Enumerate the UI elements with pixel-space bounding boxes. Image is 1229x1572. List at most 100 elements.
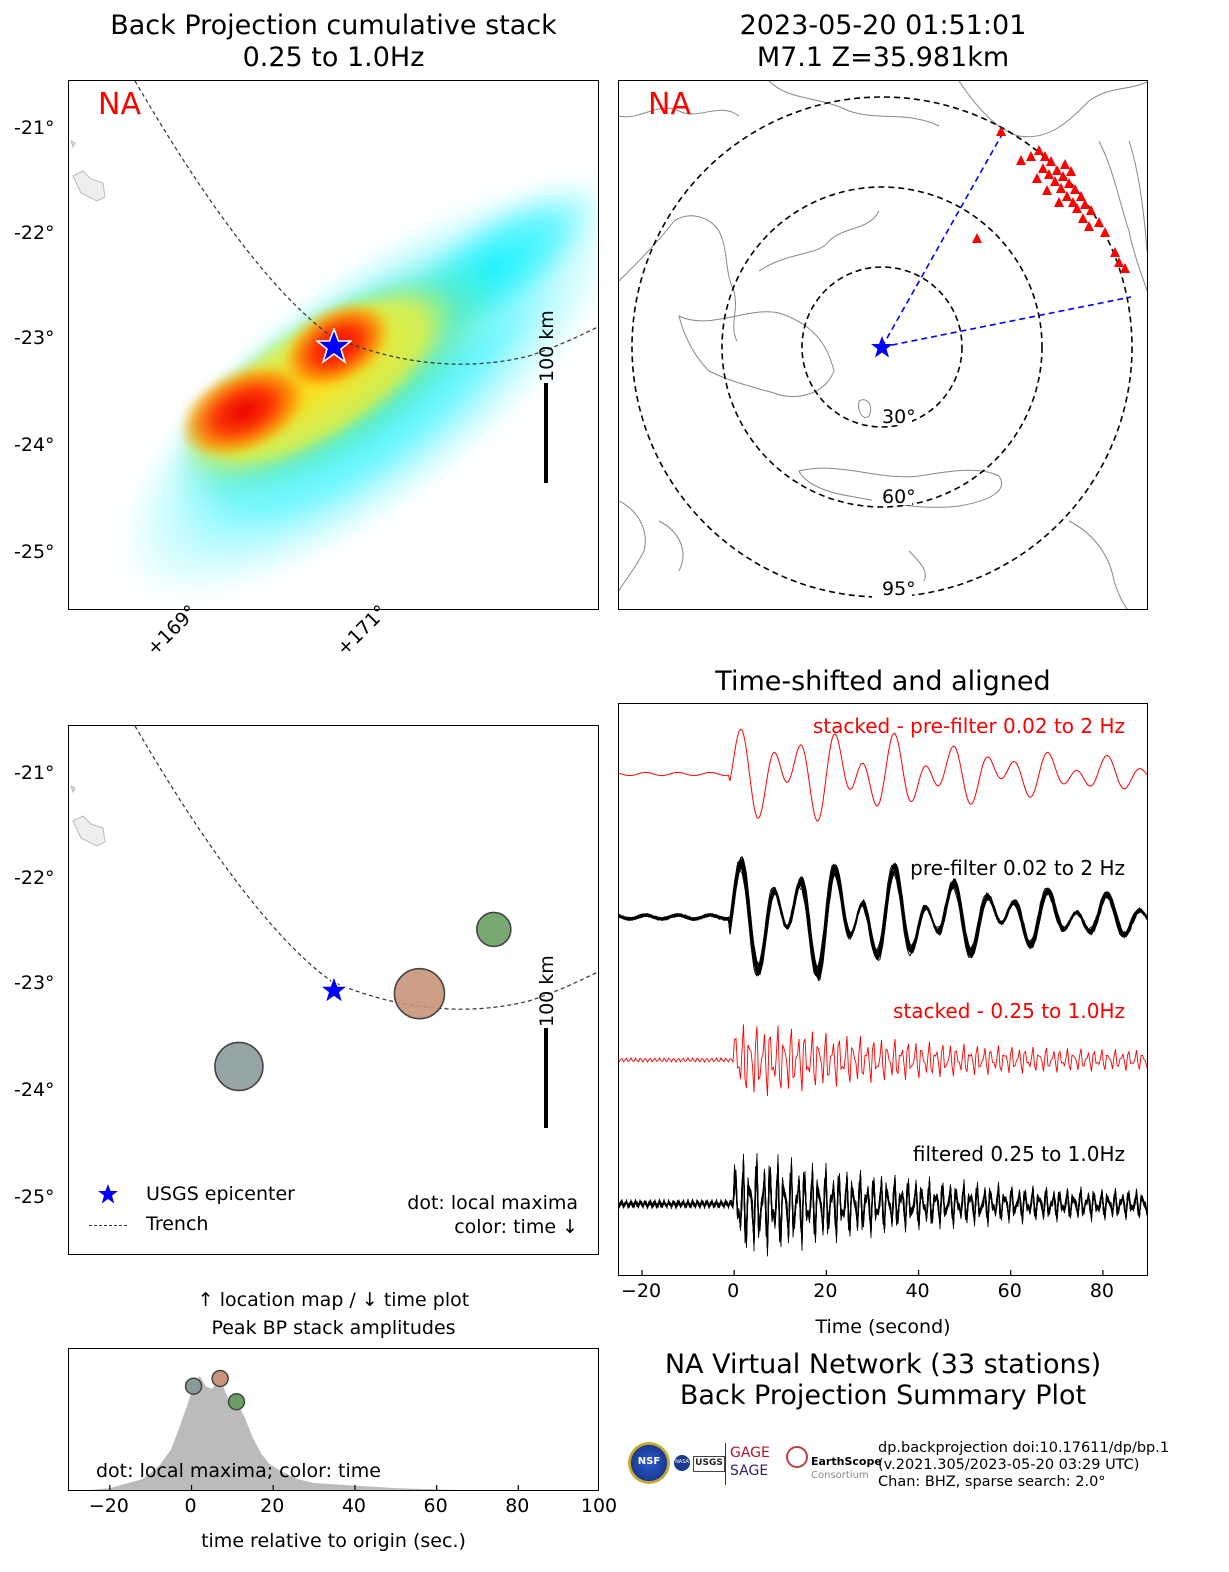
trace-label-filtered: filtered 0.25 to 1.0Hz bbox=[912, 1142, 1125, 1166]
filtered-trace bbox=[619, 1156, 1147, 1252]
ring-label-bg-30 bbox=[872, 403, 912, 425]
credit-line3: Chan: BHZ, sparse search: 2.0° bbox=[878, 1474, 1106, 1490]
island-dot-2 bbox=[70, 785, 76, 794]
legend-trench-label: Trench bbox=[146, 1213, 209, 1235]
waveforms-panel: stacked - pre-filter 0.02 to 2 Hz pre-fi… bbox=[618, 703, 1148, 1276]
bp-stack-title-line1: Back Projection cumulative stack bbox=[110, 10, 557, 41]
x-tick-label: 40 bbox=[905, 1280, 930, 1302]
waveforms-xlabel: Time (second) bbox=[815, 1316, 951, 1338]
trace-prefilter-bundle bbox=[619, 855, 1147, 982]
ring-label-60: 60° bbox=[882, 486, 916, 508]
summary-title-line2: Back Projection Summary Plot bbox=[679, 1380, 1087, 1411]
peak-amp-area bbox=[89, 1375, 456, 1490]
prefilter-trace bbox=[619, 856, 1147, 981]
x-tick-label: 20 bbox=[813, 1280, 838, 1302]
stacked-filtered-line bbox=[619, 1024, 1147, 1097]
legend-trench-swatch bbox=[89, 1225, 127, 1226]
x-tick-label: 40 bbox=[341, 1495, 367, 1517]
maxima-note-line1: dot: local maxima bbox=[407, 1192, 578, 1214]
station-map-panel: NA 30° 60° 95° bbox=[618, 80, 1148, 610]
peak-maximum-dot bbox=[227, 1392, 246, 1411]
consortium-logo: Consortium bbox=[811, 1470, 869, 1481]
network-label-map: NA bbox=[648, 87, 691, 122]
x-tick-label: 80 bbox=[505, 1495, 530, 1517]
legend-epicenter-star bbox=[97, 1183, 119, 1205]
peak-amp-panel: dot: local maxima; color: time bbox=[68, 1348, 599, 1491]
nasa-logo: NASA bbox=[674, 1455, 690, 1471]
gage-logo: GAGE bbox=[730, 1445, 770, 1461]
ring-label-bg-95 bbox=[872, 576, 912, 598]
lat-tick-a3: -23° bbox=[14, 327, 55, 349]
trace-label-stacked-prefilter: stacked - pre-filter 0.02 to 2 Hz bbox=[812, 714, 1125, 738]
ring-label-95: 95° bbox=[882, 578, 916, 600]
x-tick-label: 20 bbox=[260, 1495, 285, 1517]
network-label-heatmap: NA bbox=[98, 87, 141, 122]
nsf-logo: NSF bbox=[628, 1442, 670, 1484]
x-tick-label: 60 bbox=[997, 1280, 1022, 1302]
trench-line-2 bbox=[134, 726, 598, 1010]
credit-line2: (v.2021.305/2023-05-20 03:29 UTC) bbox=[878, 1457, 1140, 1473]
scale-bar-heatmap bbox=[544, 383, 548, 483]
station-triangles bbox=[972, 126, 1130, 273]
ring-label-30: 30° bbox=[882, 406, 916, 428]
maxima-note-line2: color: time ↓ bbox=[454, 1216, 578, 1238]
earthscope-mark bbox=[786, 1446, 808, 1468]
lat-tick-b5: -25° bbox=[14, 1186, 55, 1208]
local-maximum-dot bbox=[214, 1041, 264, 1092]
lat-tick-a1: -21° bbox=[14, 117, 55, 139]
summary-title-line1: NA Virtual Network (33 stations) bbox=[664, 1349, 1102, 1380]
x-tick-label: 0 bbox=[184, 1495, 197, 1517]
lat-tick-a4: -24° bbox=[14, 434, 55, 456]
epicenter-star-map bbox=[870, 335, 894, 359]
maxima-map-svg bbox=[70, 726, 598, 1092]
legend-epicenter-label: USGS epicenter bbox=[146, 1183, 295, 1205]
island-shape-2 bbox=[72, 815, 106, 847]
x-tick-label: 60 bbox=[423, 1495, 448, 1517]
bp-heatmap-panel: NA 100 km bbox=[68, 80, 599, 610]
waveforms-title: Time-shifted and aligned bbox=[715, 666, 1051, 697]
lat-tick-b4: -24° bbox=[14, 1079, 55, 1101]
trace-stacked-filtered bbox=[619, 1024, 1147, 1097]
peak-amp-svg bbox=[89, 1369, 519, 1490]
sage-logo: SAGE bbox=[730, 1463, 769, 1479]
credit-line1: dp.backprojection doi:10.17611/dp/bp.1 bbox=[878, 1440, 1170, 1456]
peak-note: dot: local maxima; color: time bbox=[96, 1460, 381, 1482]
scale-bar-maxima bbox=[544, 1028, 548, 1128]
epicenter-star-heatmap bbox=[316, 328, 352, 364]
peak-title-line2: Peak BP stack amplitudes bbox=[211, 1317, 456, 1339]
gage-sage-divider bbox=[725, 1443, 726, 1485]
x-tick-label: 0 bbox=[727, 1280, 740, 1302]
lat-tick-b3: -23° bbox=[14, 972, 55, 994]
bp-stack-title-line2: 0.25 to 1.0Hz bbox=[242, 42, 425, 73]
scale-bar-label-maxima: 100 km bbox=[536, 955, 558, 1027]
peak-x-ticks: −20 0 20 40 60 80 100 bbox=[68, 1491, 617, 1521]
waveforms-x-ticks: −20 0 20 40 60 80 bbox=[618, 1276, 1148, 1306]
ring-label-bg-60 bbox=[872, 483, 912, 505]
great-circle-paths bbox=[881, 130, 1132, 348]
x-tick-label: 80 bbox=[1089, 1280, 1114, 1302]
peak-title-line1: ↑ location map / ↓ time plot bbox=[197, 1289, 470, 1311]
lat-tick-a5: -25° bbox=[14, 541, 55, 563]
energy-cloud bbox=[106, 172, 598, 609]
event-title-line2: M7.1 Z=35.981km bbox=[756, 42, 1010, 73]
scale-bar-label-heatmap: 100 km bbox=[536, 310, 558, 382]
local-maximum-dot bbox=[475, 911, 512, 948]
x-tick-label: −20 bbox=[88, 1495, 129, 1517]
usgs-logo: USGS bbox=[693, 1456, 725, 1472]
epicenter-star-maxima bbox=[319, 975, 349, 1005]
trench-line bbox=[134, 81, 598, 365]
earthscope-logo: EarthScope bbox=[811, 1455, 882, 1468]
bp-heatmap-svg bbox=[70, 81, 598, 609]
lat-tick-b1: -21° bbox=[14, 762, 55, 784]
event-title-line1: 2023-05-20 01:51:01 bbox=[739, 10, 1027, 41]
trace-stacked-prefilter bbox=[619, 728, 1147, 822]
lat-tick-b2: -22° bbox=[14, 867, 55, 889]
trace-label-prefilter: pre-filter 0.02 to 2 Hz bbox=[910, 856, 1125, 880]
maxima-dots bbox=[214, 911, 512, 1092]
trace-filtered-bundle bbox=[619, 1153, 1147, 1257]
waveforms-svg bbox=[619, 728, 1147, 1275]
island-dot bbox=[70, 140, 76, 149]
peak-maximum-dot bbox=[184, 1377, 203, 1395]
island-shape bbox=[72, 170, 106, 202]
maxima-map-panel: 100 km USGS epicenter Trench dot: local … bbox=[68, 725, 599, 1255]
